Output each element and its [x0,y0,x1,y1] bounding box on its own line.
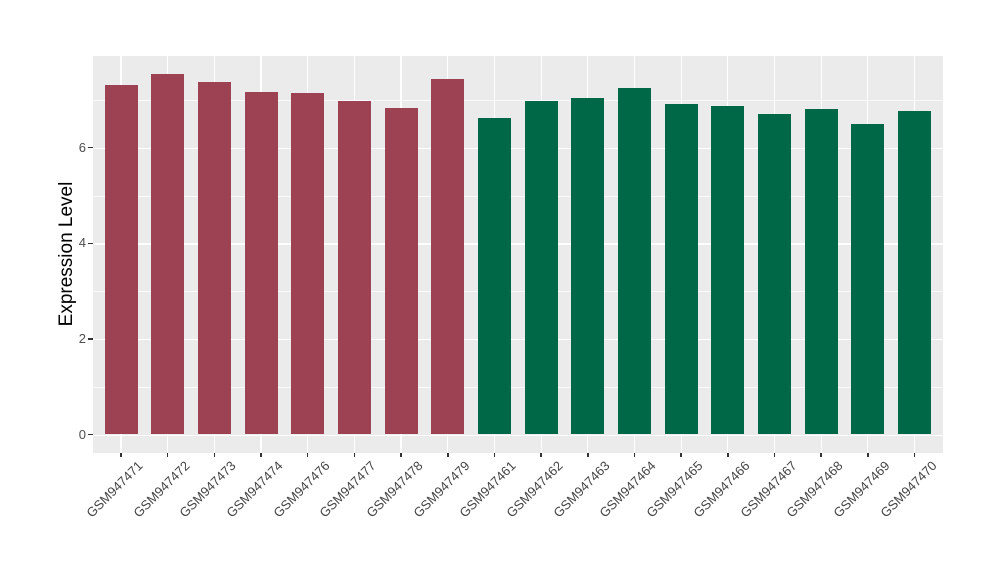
bar-GSM947479 [431,79,465,435]
bar-GSM947461 [477,117,511,435]
major-gridline [93,147,943,149]
bar-GSM947463 [571,97,605,435]
bar-GSM947466 [711,106,745,435]
minor-gridline [93,291,943,292]
bar-GSM947464 [617,87,651,435]
bar-GSM947468 [804,109,838,435]
major-gridline [93,338,943,341]
x-tick-mark [913,453,916,457]
bar-GSM947465 [664,104,698,435]
y-tick-label-6: 6 [78,139,86,155]
bar-GSM947462 [524,100,558,435]
bar-GSM947478 [384,108,418,435]
x-tick-mark [867,453,869,457]
bar-GSM947472 [151,74,185,435]
y-tick-mark [88,146,93,149]
minor-gridline [93,99,943,101]
y-tick-mark [88,433,93,436]
y-tick-label-2: 2 [78,331,86,347]
y-tick-label-4: 4 [78,235,86,251]
major-gridline [93,434,943,436]
x-tick-mark [493,453,496,457]
x-tick-mark [260,453,262,457]
y-tick-mark [88,338,93,340]
x-tick-mark [400,453,402,457]
x-tick-mark [773,453,776,457]
x-tick-mark [447,453,449,457]
bar-GSM947473 [197,82,231,435]
y-axis-title: Expression Level [56,181,77,327]
plot-panel [93,56,943,453]
bar-GSM947477 [337,101,371,435]
x-tick-mark [820,453,822,457]
y-tick-mark [88,242,93,245]
x-tick-mark [353,453,356,457]
bar-GSM947476 [291,93,325,435]
x-tick-mark [306,453,309,457]
bar-GSM947474 [244,92,278,435]
x-tick-mark [120,453,122,457]
bar-GSM947470 [898,110,932,435]
x-tick-mark [680,453,682,457]
bar-GSM947469 [851,124,885,435]
minor-gridline [93,386,943,388]
minor-gridline [93,195,943,197]
x-tick-mark [727,453,729,457]
x-tick-mark [587,453,589,457]
major-gridline [93,243,943,245]
x-tick-mark [213,453,216,457]
bar-GSM947467 [758,114,792,435]
bar-GSM947471 [104,85,138,435]
x-tick-mark [633,453,636,457]
x-tick-mark [166,453,169,457]
x-tick-mark [540,453,542,457]
y-tick-label-0: 0 [78,426,86,442]
